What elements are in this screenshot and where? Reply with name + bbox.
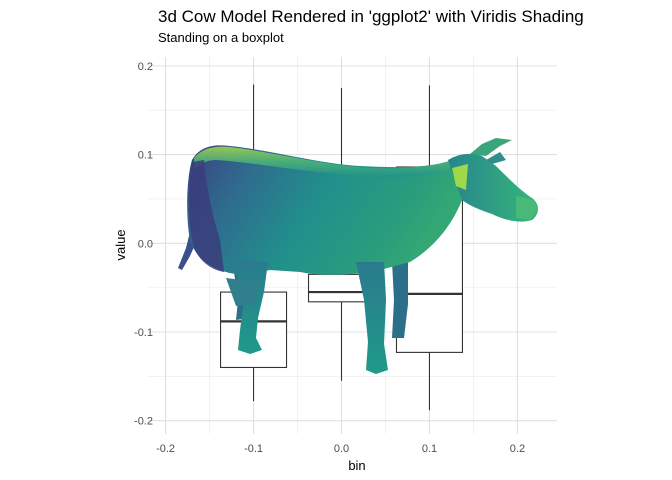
x-tick-label: -0.2	[156, 443, 175, 455]
y-tick-label: -0.1	[134, 327, 153, 339]
cow-ear	[452, 164, 468, 190]
x-tick-label: 0.2	[510, 443, 525, 455]
x-axis-ticks: -0.2 -0.1 0.0 0.1 0.2	[156, 443, 525, 455]
y-tick-label: -0.2	[134, 416, 153, 428]
x-tick-label: 0.0	[334, 443, 349, 455]
cow-front-leg-near	[356, 262, 388, 374]
cow-horn	[470, 138, 512, 156]
cow-front-leg-far	[392, 262, 408, 338]
cow-body	[187, 145, 466, 275]
cow-muzzle	[516, 196, 538, 220]
y-tick-label: 0.1	[138, 150, 153, 162]
x-tick-label: -0.1	[244, 443, 263, 455]
cow-head	[448, 153, 538, 222]
y-axis-ticks: -0.2 -0.1 0.0 0.1 0.2	[134, 61, 153, 428]
cow-udder	[226, 278, 258, 306]
chart-title: 3d Cow Model Rendered in 'ggplot2' with …	[158, 7, 584, 26]
x-axis-title: bin	[348, 458, 365, 473]
cow-model-image	[178, 138, 538, 374]
cow-horn-far	[486, 152, 506, 164]
y-tick-label: 0.2	[138, 61, 153, 73]
cow-back-highlight	[194, 146, 452, 177]
x-tick-label: 0.1	[422, 443, 437, 455]
axes: -0.2 -0.1 0.0 0.1 0.2 -0.2 -0.1 0.0 0.1 0.2	[134, 61, 525, 455]
chart-subtitle: Standing on a boxplot	[158, 30, 284, 45]
y-axis-title: value	[113, 229, 128, 260]
cow-rear-shadow	[189, 160, 224, 272]
y-tick-label: 0.0	[138, 238, 153, 250]
